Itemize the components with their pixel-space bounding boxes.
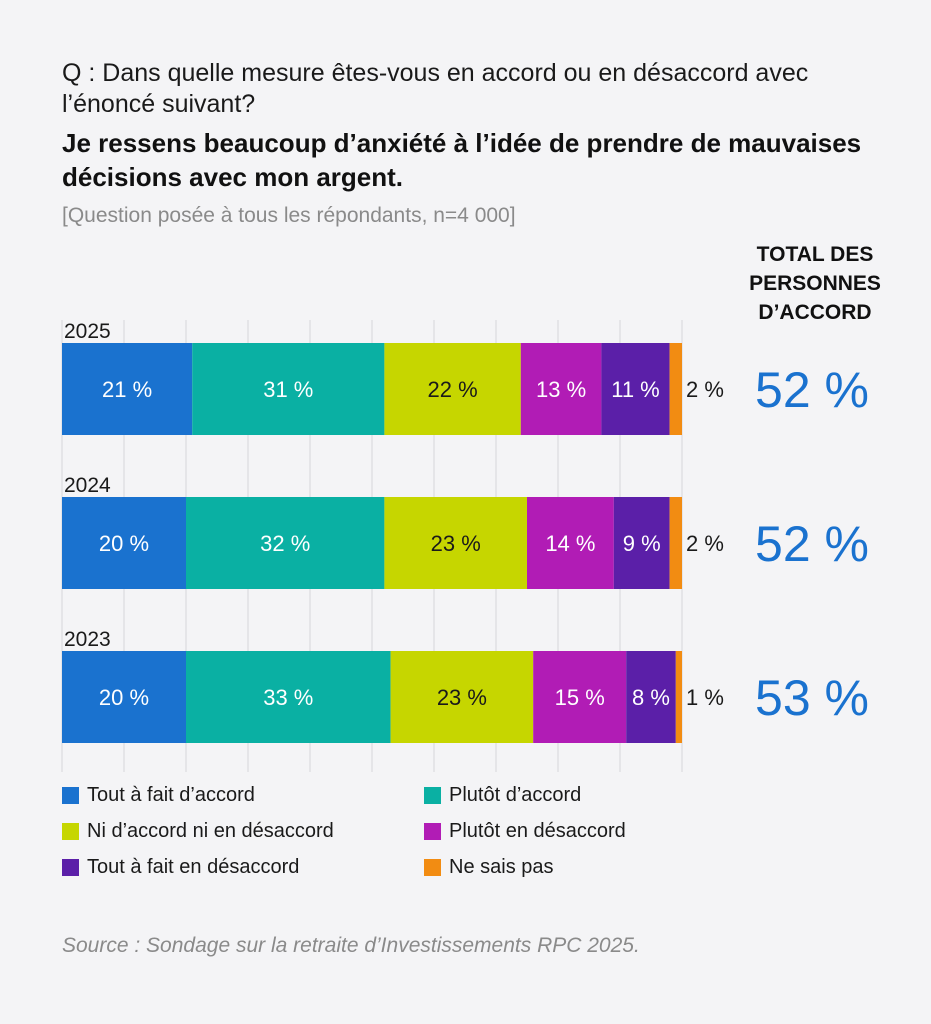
year-label: 2025 (64, 320, 111, 343)
bar-value-label: 22 % (428, 377, 478, 402)
bar-segment (675, 651, 682, 743)
legend-swatch (62, 787, 79, 804)
legend-swatch (424, 787, 441, 804)
year-label: 2023 (64, 628, 111, 651)
legend-label: Tout à fait en désaccord (87, 856, 300, 878)
bar-segment (669, 497, 682, 589)
bar-value-label: 13 % (536, 377, 586, 402)
legend-label: Ne sais pas (449, 856, 554, 878)
bar-value-label: 9 % (623, 531, 661, 556)
legend-item: Plutôt d’accord (424, 784, 581, 807)
bar-value-label: 20 % (99, 685, 149, 710)
bar-value-label: 15 % (555, 685, 605, 710)
bar-value-label: 33 % (263, 685, 313, 710)
bar-segment (601, 343, 670, 435)
bar-value-label: 23 % (431, 531, 481, 556)
legend-swatch (424, 859, 441, 876)
dont-know-label: 2 % (686, 531, 724, 556)
year-label: 2024 (64, 474, 111, 497)
legend-swatch (424, 823, 441, 840)
bar-segment (62, 497, 186, 589)
bar-value-label: 23 % (437, 685, 487, 710)
bar-segment (186, 497, 385, 589)
statement-text: Je ressens beaucoup d’anxiété à l’idée d… (62, 128, 862, 192)
legend-swatch (62, 823, 79, 840)
legend-label: Ni d’accord ni en désaccord (87, 820, 334, 842)
legend-swatch (62, 859, 79, 876)
bar-value-label: 21 % (102, 377, 152, 402)
bar-value-label: 8 % (632, 685, 670, 710)
bar-value-label: 20 % (99, 531, 149, 556)
bar-segment (527, 497, 614, 589)
bar-value-label: 11 % (611, 377, 660, 402)
total-agree-value: 53 % (755, 670, 869, 726)
legend-item: Tout à fait d’accord (62, 784, 255, 807)
bar-segment (626, 651, 676, 743)
dont-know-label: 2 % (686, 377, 724, 402)
legend-label: Tout à fait d’accord (87, 784, 255, 806)
legend-item: Tout à fait en désaccord (62, 856, 299, 879)
legend-label: Plutôt en désaccord (449, 820, 626, 842)
question-text: Q : Dans quelle mesure êtes-vous en acco… (62, 59, 809, 118)
bar-segment (62, 651, 186, 743)
stacked-bar-chart: 2025 21 % 31 % 22 % 13 % 11 % 2 % 52 % 2024 20 % 3… (61, 320, 869, 772)
bar-segment (384, 497, 527, 589)
total-agree-value: 52 % (755, 516, 869, 572)
legend-item: Ni d’accord ni en désaccord (62, 820, 334, 843)
bar-segment (533, 651, 627, 743)
bar-segment (384, 343, 521, 435)
total-agree-value: 52 % (755, 362, 869, 418)
bar-segment (669, 343, 682, 435)
source-note: Source : Sondage sur la retraite d’Inves… (62, 934, 640, 957)
bar-value-label: 14 % (545, 531, 595, 556)
total-heading: TOTAL DES PERSONNES D’ACCORD (749, 243, 881, 324)
bar-segment (520, 343, 602, 435)
bar-segment (192, 343, 385, 435)
legend-label: Plutôt d’accord (449, 784, 582, 806)
dont-know-label: 1 % (686, 685, 724, 710)
bar-segment (62, 343, 193, 435)
bar-segment (613, 497, 670, 589)
legend-item: Plutôt en désaccord (424, 820, 626, 843)
bar-value-label: 31 % (263, 377, 313, 402)
bar-segment (186, 651, 391, 743)
respondents-note: [Question posée à tous les répondants, n… (62, 204, 516, 227)
bar-segment (390, 651, 534, 743)
legend-item: Ne sais pas (424, 856, 554, 879)
bar-value-label: 32 % (260, 531, 310, 556)
